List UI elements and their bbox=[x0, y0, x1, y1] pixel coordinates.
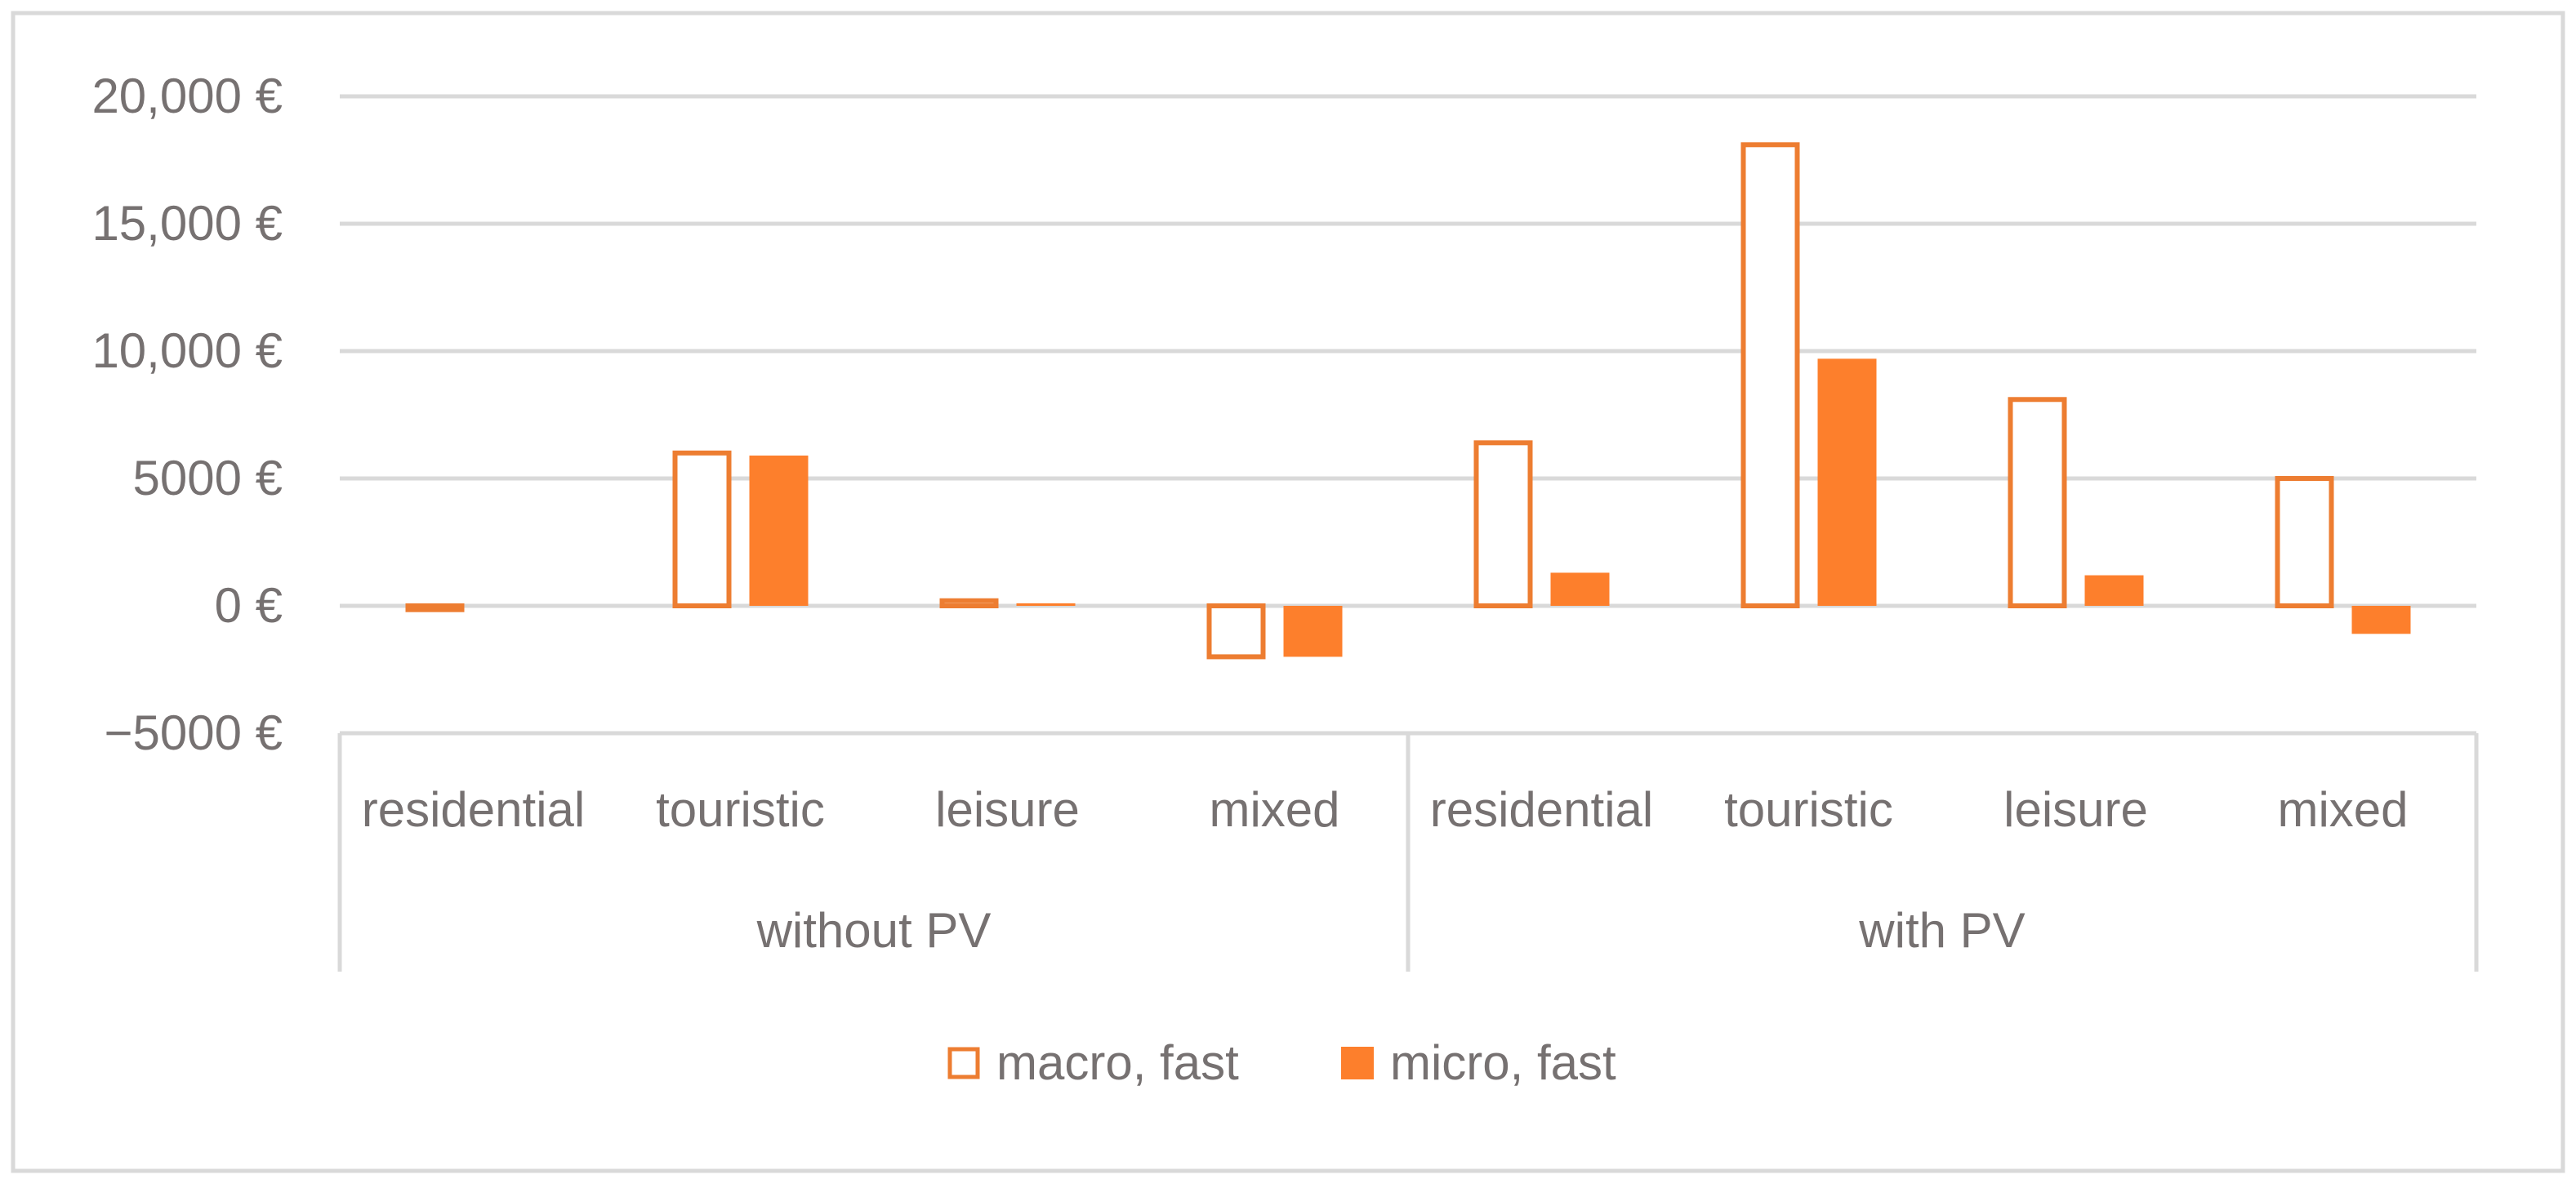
bar-macro-fast bbox=[2275, 476, 2334, 608]
bar-micro-fast bbox=[1550, 572, 1610, 606]
bar-micro-fast bbox=[1817, 358, 1877, 606]
group-label: without PV bbox=[756, 903, 992, 958]
category-label: touristic bbox=[1724, 782, 1893, 837]
legend: macro, fast micro, fast bbox=[947, 1035, 1616, 1090]
legend-label: macro, fast bbox=[996, 1035, 1239, 1090]
y-tick-label: 5000 € bbox=[132, 451, 283, 505]
bar-macro-fast bbox=[405, 603, 465, 612]
category-axis: residential touristic leisure mixed resident… bbox=[337, 733, 2479, 972]
legend-label: micro, fast bbox=[1390, 1035, 1616, 1090]
group-label: with PV bbox=[1858, 903, 2025, 958]
bar-macro-fast bbox=[1473, 440, 1533, 608]
bars bbox=[405, 142, 2411, 660]
bar-micro-fast bbox=[1016, 603, 1076, 606]
y-tick-label: 10,000 € bbox=[91, 323, 283, 378]
y-tick-label: 15,000 € bbox=[91, 196, 283, 251]
bar-macro-fast bbox=[2008, 397, 2067, 608]
category-label: touristic bbox=[656, 782, 825, 837]
category-label: residential bbox=[362, 782, 586, 837]
category-label: leisure bbox=[935, 782, 1080, 837]
category-label: mixed bbox=[1209, 782, 1339, 837]
category-label: residential bbox=[1430, 782, 1654, 837]
category-label: leisure bbox=[2003, 782, 2148, 837]
y-tick-label: 20,000 € bbox=[91, 69, 283, 123]
y-tick-label: −5000 € bbox=[104, 705, 283, 760]
bar-micro-fast bbox=[749, 455, 809, 606]
bar-micro-fast bbox=[2084, 575, 2144, 606]
bar-micro-fast bbox=[1283, 606, 1343, 657]
chart-border bbox=[11, 11, 2565, 1173]
y-axis-ticks: 20,000 € 15,000 € 10,000 € 5000 € 0 € −5000 € bbox=[91, 69, 283, 760]
bar-micro-fast bbox=[2351, 606, 2411, 634]
legend-swatch-macro-fast bbox=[947, 1047, 980, 1079]
bar-macro-fast bbox=[1206, 603, 1266, 660]
bar-macro-fast bbox=[939, 598, 999, 609]
y-tick-label: 0 € bbox=[215, 578, 283, 633]
category-label: mixed bbox=[2277, 782, 2408, 837]
bar-macro-fast bbox=[1740, 142, 1800, 608]
legend-swatch-micro-fast bbox=[1341, 1047, 1374, 1079]
bar-macro-fast bbox=[672, 450, 732, 608]
